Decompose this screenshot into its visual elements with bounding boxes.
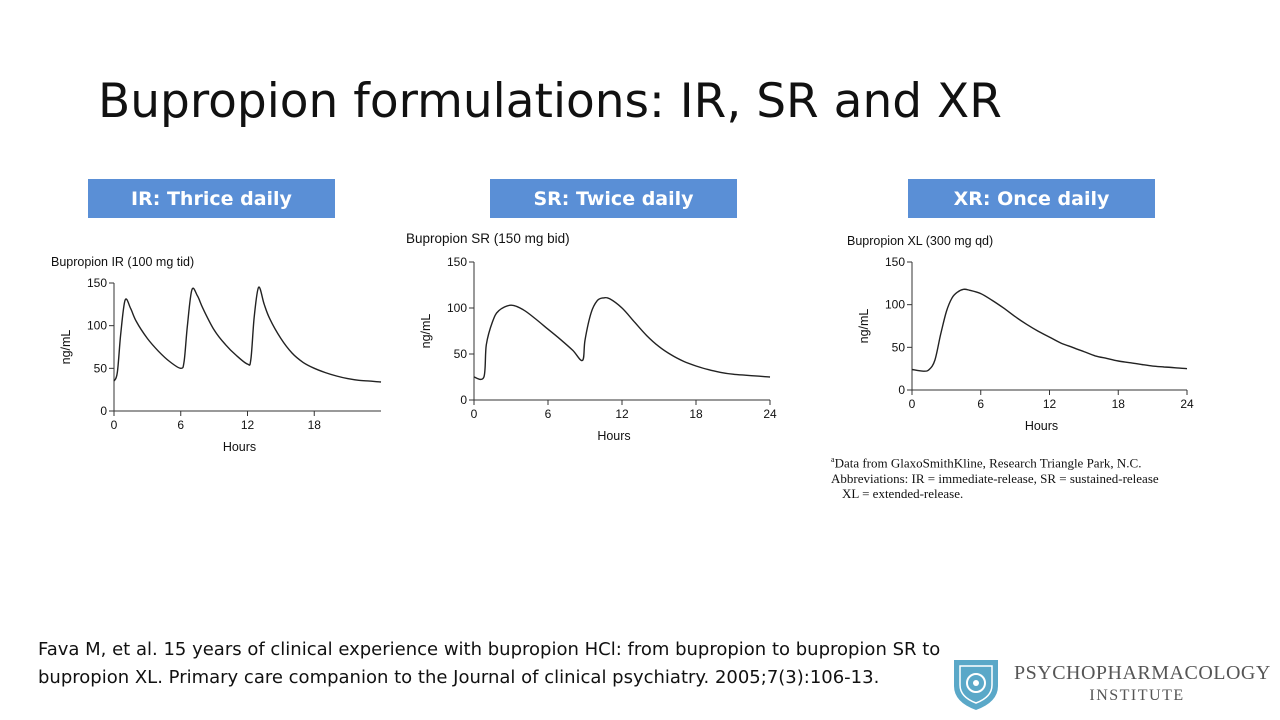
footnote-line-1: aData from GlaxoSmithKline, Research Tri…: [831, 452, 1211, 471]
x-axis-label: Hours: [597, 429, 630, 443]
x-tick-label: 0: [471, 407, 478, 421]
chart-title: Bupropion XL (300 mg qd): [847, 234, 993, 248]
xr-chart: Bupropion XL (300 mg qd) 0 50 100 150 0 6 12 18 2…: [847, 234, 1194, 433]
y-tick-label: 100: [885, 298, 905, 312]
sr-label-box: SR: Twice daily: [490, 179, 737, 218]
x-tick-label: 12: [615, 407, 629, 421]
x-tick-label: 6: [977, 397, 984, 411]
y-axis-label: ng/mL: [857, 309, 871, 344]
x-tick-label: 18: [308, 418, 322, 432]
sr-label: SR: Twice daily: [533, 187, 694, 210]
footnote-line-3: XL = extended-release.: [842, 486, 964, 502]
footnote: aData from GlaxoSmithKline, Research Tri…: [831, 452, 1211, 502]
y-axis-label: ng/mL: [59, 330, 73, 365]
ir-label: IR: Thrice daily: [131, 187, 292, 210]
y-tick-label: 50: [892, 340, 906, 354]
logo-text: PSYCHOPHARMACOLOGY INSTITUTE: [1014, 662, 1271, 705]
y-tick-label: 150: [885, 255, 905, 269]
x-tick-label: 12: [1043, 397, 1057, 411]
y-axis-label: ng/mL: [419, 314, 433, 349]
xr-label-box: XR: Once daily: [908, 179, 1155, 218]
xr-label: XR: Once daily: [953, 187, 1110, 210]
ir-label-box: IR: Thrice daily: [88, 179, 335, 218]
y-tick-label: 150: [447, 255, 467, 269]
x-tick-label: 12: [241, 418, 255, 432]
y-tick-label: 100: [447, 301, 467, 315]
x-tick-label: 0: [909, 397, 916, 411]
y-tick-label: 0: [460, 393, 467, 407]
footnote-sup: a: [831, 455, 835, 464]
logo-line-1: PSYCHOPHARMACOLOGY: [1014, 662, 1271, 684]
x-axis-label: Hours: [223, 440, 256, 454]
x-tick-label: 0: [111, 418, 118, 432]
x-tick-label: 18: [1112, 397, 1126, 411]
citation-line-2: bupropion XL. Primary care companion to …: [38, 667, 880, 688]
y-tick-label: 100: [87, 319, 107, 333]
ir-chart: Bupropion IR (100 mg tid) 0 50 100 150 0 6 12 18…: [51, 255, 382, 454]
shield-logo-icon: [954, 660, 998, 710]
x-tick-label: 18: [689, 407, 703, 421]
x-tick-label: 24: [763, 407, 777, 421]
chart-title: Bupropion SR (150 mg bid): [406, 231, 570, 246]
x-axis-label: Hours: [1025, 419, 1058, 433]
concentration-curve: [911, 288, 1188, 372]
y-tick-label: 50: [454, 347, 468, 361]
footnote-line-2: Abbreviations: IR = immediate-release, S…: [831, 470, 1159, 486]
logo-line-2: INSTITUTE: [1089, 687, 1185, 704]
slide-title: Bupropion formulations: IR, SR and XR: [98, 74, 1002, 129]
concentration-curve: [473, 296, 771, 381]
x-tick-label: 24: [1180, 397, 1194, 411]
citation: Fava M, et al. 15 years of clinical expe…: [38, 636, 1038, 692]
sr-chart: Bupropion SR (150 mg bid) 0 50 100 150 0 6 12 18…: [406, 231, 777, 443]
x-tick-label: 6: [545, 407, 552, 421]
footnote-source: Data from GlaxoSmithKline, Research Tria…: [834, 455, 1142, 471]
citation-line-1: Fava M, et al. 15 years of clinical expe…: [38, 639, 941, 660]
concentration-curve: [113, 286, 382, 383]
y-tick-label: 0: [100, 404, 107, 418]
y-tick-label: 150: [87, 276, 107, 290]
y-tick-label: 0: [898, 383, 905, 397]
x-tick-label: 6: [177, 418, 184, 432]
chart-title: Bupropion IR (100 mg tid): [51, 255, 194, 269]
y-tick-label: 50: [94, 361, 108, 375]
